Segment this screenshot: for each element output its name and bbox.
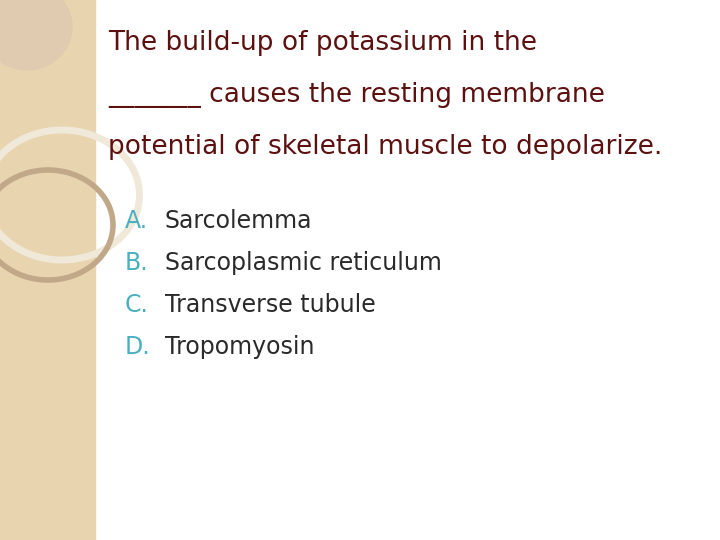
Bar	[0, 0, 95, 540]
Text: The build-up of potassium in the: The build-up of potassium in the	[108, 30, 537, 56]
Text: Tropomyosin: Tropomyosin	[165, 335, 315, 359]
Text: _______ causes the resting membrane: _______ causes the resting membrane	[108, 82, 605, 108]
Text: Sarcolemma: Sarcolemma	[165, 209, 312, 233]
Text: D.: D.	[125, 335, 150, 359]
Text: B.: B.	[125, 251, 148, 275]
Ellipse shape	[0, 0, 73, 71]
Text: C.: C.	[125, 293, 149, 317]
Text: Sarcoplasmic reticulum: Sarcoplasmic reticulum	[165, 251, 442, 275]
Text: A.: A.	[125, 209, 148, 233]
Text: Transverse tubule: Transverse tubule	[165, 293, 376, 317]
Text: potential of skeletal muscle to depolarize.: potential of skeletal muscle to depolari…	[108, 134, 662, 160]
